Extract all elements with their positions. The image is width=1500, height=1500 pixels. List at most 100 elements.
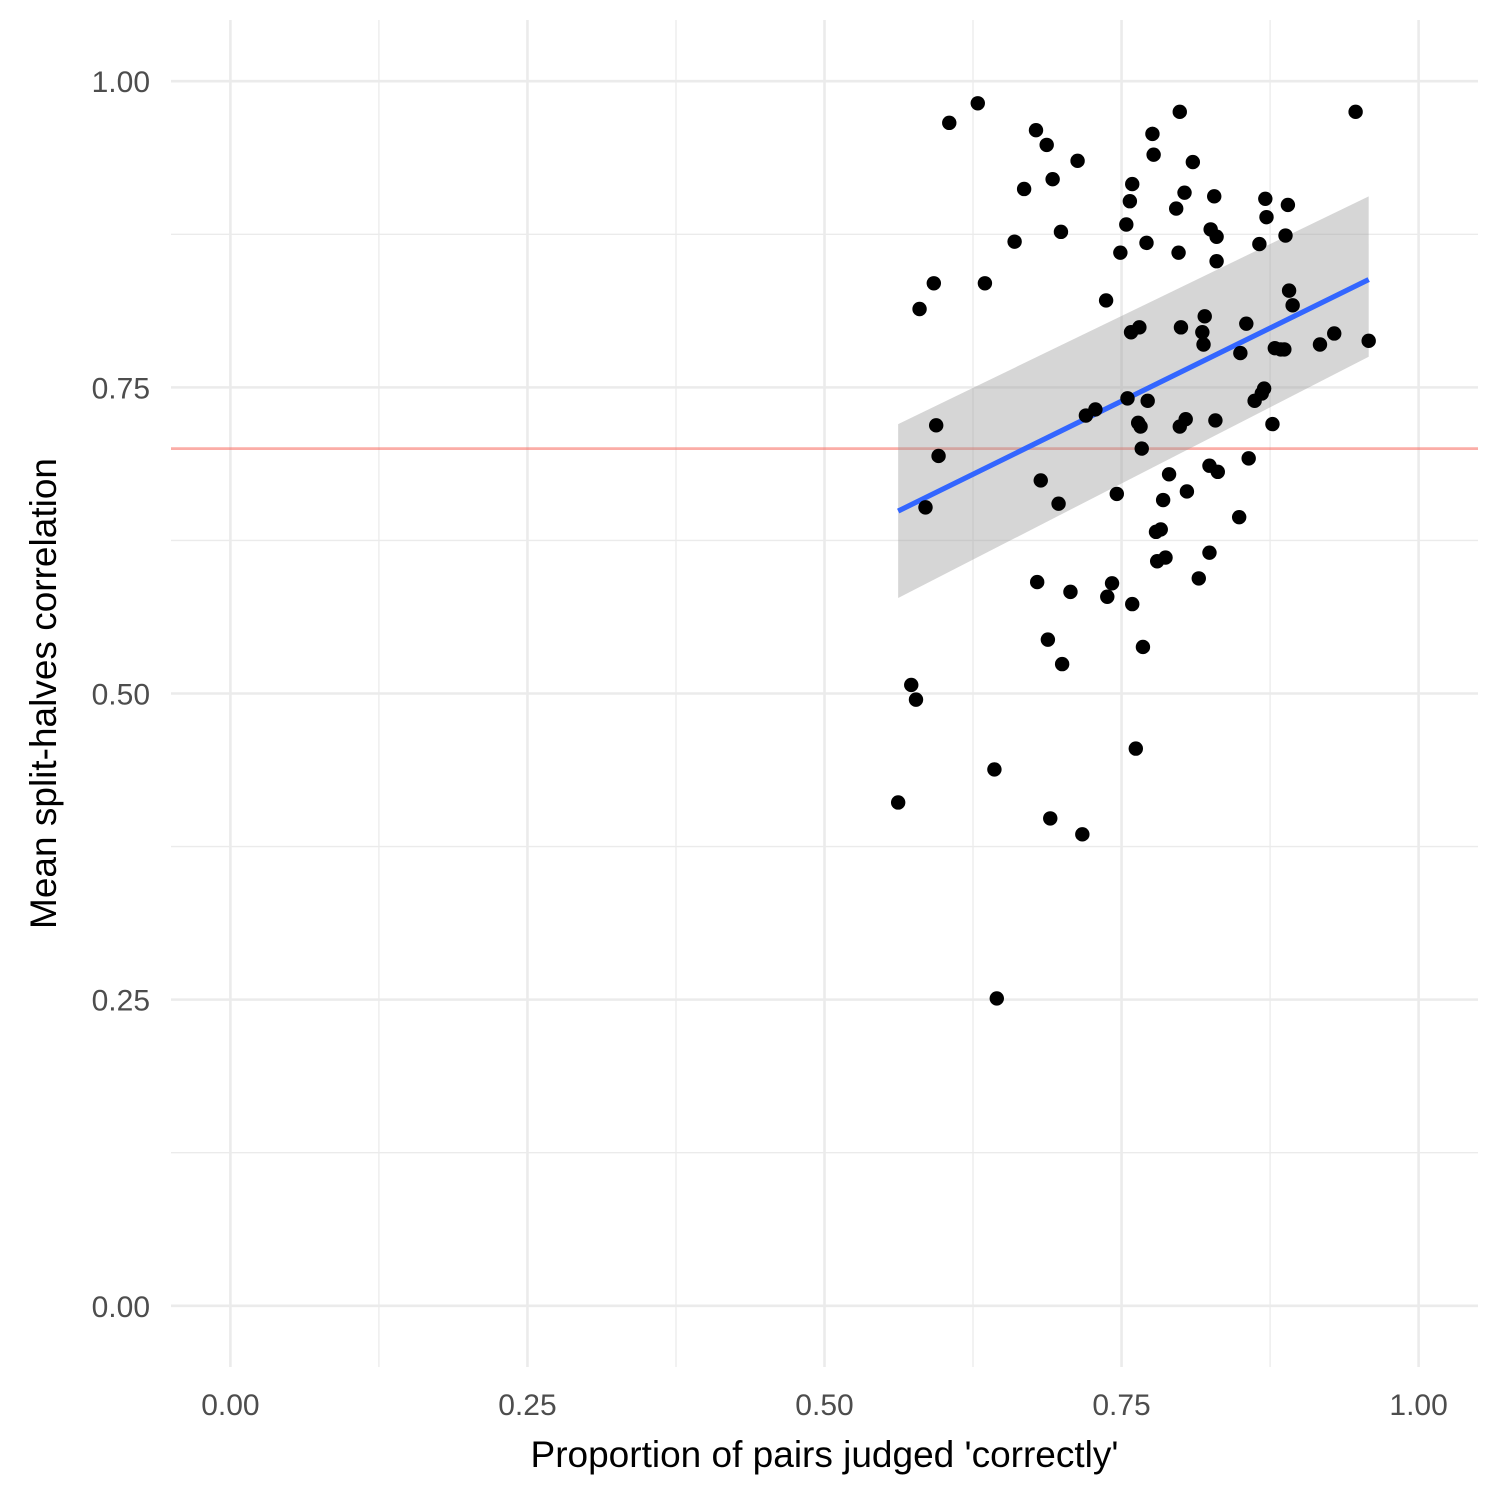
data-point xyxy=(1239,316,1254,331)
data-point xyxy=(1241,451,1256,466)
data-point xyxy=(1265,416,1280,432)
data-point xyxy=(1258,191,1273,206)
data-point xyxy=(1104,576,1120,591)
data-point xyxy=(1145,126,1160,142)
data-point xyxy=(928,418,944,433)
data-point xyxy=(1051,496,1066,511)
data-point xyxy=(1033,473,1048,488)
data-point xyxy=(1109,486,1124,502)
data-point xyxy=(1054,656,1070,672)
y-tick-label: 0.00 xyxy=(92,1291,150,1324)
data-point xyxy=(1209,229,1224,244)
data-point xyxy=(1178,412,1193,427)
data-point xyxy=(1195,325,1210,340)
data-point xyxy=(1207,189,1222,204)
data-point xyxy=(1125,176,1140,192)
data-point xyxy=(1045,171,1060,187)
data-point xyxy=(1133,419,1148,434)
data-point xyxy=(1172,104,1187,120)
data-point xyxy=(1280,197,1296,213)
data-point xyxy=(912,301,927,317)
data-point xyxy=(1233,345,1248,361)
y-tick-label: 0.50 xyxy=(92,679,150,712)
data-points xyxy=(890,96,1376,1006)
y-tick-labels: 0.00 0.25 0.50 0.75 1.00 xyxy=(92,66,150,1324)
x-tick-labels: 0.00 0.25 0.50 0.75 1.00 xyxy=(201,1389,1448,1422)
data-point xyxy=(1098,293,1114,308)
data-point xyxy=(1120,391,1135,406)
data-point xyxy=(970,96,985,111)
data-point xyxy=(1153,522,1168,537)
data-point xyxy=(1281,283,1297,298)
data-point xyxy=(1177,185,1192,200)
data-point xyxy=(1202,545,1217,560)
data-point xyxy=(987,762,1002,777)
data-point xyxy=(1171,245,1186,260)
data-point xyxy=(890,795,906,810)
data-point xyxy=(1113,245,1128,260)
data-point xyxy=(942,115,957,131)
data-point xyxy=(1348,104,1363,120)
data-point xyxy=(1070,153,1085,169)
data-point xyxy=(1277,342,1292,357)
data-point xyxy=(1208,413,1223,428)
data-point xyxy=(1063,584,1078,600)
data-point xyxy=(1053,224,1069,240)
x-tick-label: 0.00 xyxy=(201,1389,259,1422)
data-point xyxy=(1043,811,1058,826)
data-point xyxy=(1016,181,1032,197)
data-point xyxy=(1327,326,1342,341)
data-point xyxy=(1132,320,1147,335)
data-point xyxy=(1007,234,1022,249)
data-point xyxy=(1088,402,1103,417)
y-tick-label: 0.25 xyxy=(92,985,150,1018)
data-point xyxy=(1312,337,1328,352)
data-point xyxy=(904,677,919,693)
data-point xyxy=(908,692,924,707)
data-point xyxy=(1285,298,1300,313)
data-point xyxy=(1185,154,1201,170)
data-point xyxy=(977,276,993,291)
data-point xyxy=(1135,639,1151,655)
data-point xyxy=(1210,464,1225,480)
data-point xyxy=(1028,123,1044,138)
data-point xyxy=(1139,235,1154,251)
data-point xyxy=(1039,137,1054,153)
x-tick-label: 0.50 xyxy=(795,1389,853,1422)
data-point xyxy=(1197,309,1212,324)
data-point xyxy=(1158,550,1173,565)
data-point xyxy=(1259,209,1274,225)
y-tick-label: 0.75 xyxy=(92,372,150,405)
data-point xyxy=(1361,333,1376,349)
data-point xyxy=(1122,194,1138,209)
data-point xyxy=(931,448,946,464)
y-axis-title: Mean split-halves correlation xyxy=(23,458,64,929)
major-gridlines xyxy=(171,20,1478,1367)
data-point xyxy=(1196,337,1211,352)
data-point xyxy=(1161,467,1177,482)
data-point xyxy=(1173,320,1189,335)
data-point xyxy=(1040,632,1056,647)
data-point xyxy=(1179,484,1195,499)
x-tick-label: 0.75 xyxy=(1092,1389,1150,1422)
data-point xyxy=(1278,228,1293,243)
data-point xyxy=(1155,492,1171,508)
data-point xyxy=(1075,827,1090,842)
x-axis-title: Proportion of pairs judged 'correctly' xyxy=(531,1434,1119,1475)
data-point xyxy=(989,991,1004,1006)
x-tick-label: 0.25 xyxy=(498,1389,556,1422)
data-point xyxy=(1169,201,1184,216)
data-point xyxy=(918,500,933,515)
data-point xyxy=(1191,571,1206,586)
data-point xyxy=(1140,393,1155,409)
data-point xyxy=(1128,741,1144,756)
data-point xyxy=(1231,509,1247,525)
data-point xyxy=(1252,236,1267,252)
y-tick-label: 1.00 xyxy=(92,66,150,99)
data-point xyxy=(926,276,942,291)
data-point xyxy=(1134,441,1149,456)
data-point xyxy=(1209,254,1224,269)
data-point xyxy=(1119,217,1134,232)
